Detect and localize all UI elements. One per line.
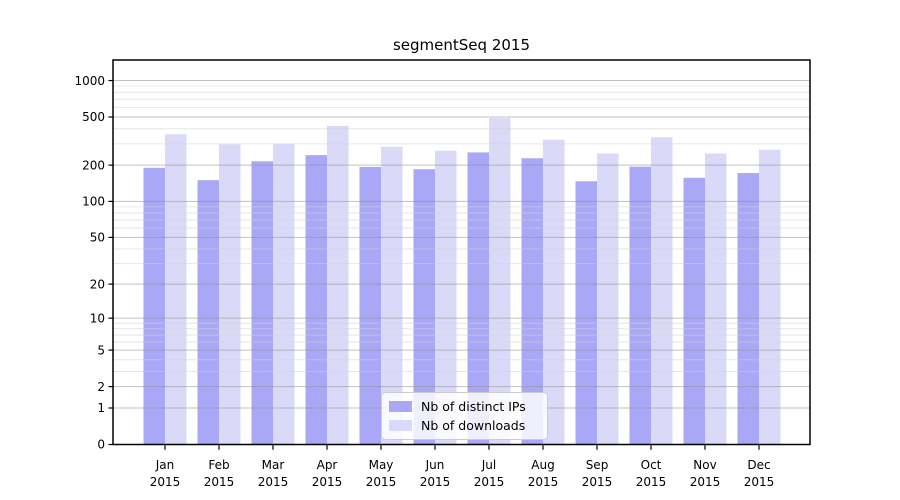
y-tick-label: 100 <box>82 195 105 209</box>
bar-distinct-ips-oct <box>629 166 651 445</box>
legend: Nb of distinct IPs Nb of downloads <box>381 392 548 440</box>
legend-swatch-distinct-ips <box>389 401 412 412</box>
x-tick-label-oct: Oct 2015 <box>636 458 667 489</box>
x-tick-label-jan: Jan 2015 <box>150 458 181 489</box>
bar-distinct-ips-mar <box>251 161 273 445</box>
bar-downloads-mar <box>273 143 295 445</box>
bar-distinct-ips-may <box>359 166 381 445</box>
bar-downloads-feb <box>219 144 241 445</box>
bar-distinct-ips-sep <box>575 181 597 445</box>
bar-downloads-may <box>381 146 403 445</box>
y-tick-label: 0 <box>97 438 105 452</box>
bar-distinct-ips-dec <box>737 173 759 445</box>
bar-distinct-ips-jun <box>413 169 435 445</box>
bar-distinct-ips-nov <box>683 177 705 445</box>
y-tick-label: 2 <box>97 380 105 394</box>
bar-downloads-dec <box>759 149 781 445</box>
x-tick-label-aug: Aug 2015 <box>528 458 559 489</box>
x-tick-label-jun: Jun 2015 <box>420 458 451 489</box>
bar-downloads-nov <box>705 153 727 445</box>
x-tick-label-dec: Dec 2015 <box>744 458 775 489</box>
bar-distinct-ips-apr <box>305 155 327 445</box>
bar-downloads-sep <box>597 153 619 445</box>
x-tick-label-may: May 2015 <box>366 458 397 489</box>
bar-downloads-jan <box>165 134 187 445</box>
bar-downloads-jul <box>489 118 511 445</box>
y-tick-label: 1000 <box>74 74 105 88</box>
bar-downloads-aug <box>543 139 565 445</box>
bar-distinct-ips-jan <box>143 167 165 445</box>
plot-border <box>112 59 811 446</box>
x-tick-label-nov: Nov 2015 <box>690 458 721 489</box>
legend-swatch-downloads <box>389 420 412 431</box>
y-tick-label: 20 <box>90 277 105 291</box>
bar-distinct-ips-aug <box>521 158 543 445</box>
bar-downloads-apr <box>327 125 349 445</box>
legend-label-downloads: Nb of downloads <box>421 418 526 433</box>
y-tick-label: 5 <box>97 343 105 357</box>
legend-label-distinct-ips: Nb of distinct IPs <box>421 399 526 414</box>
bar-downloads-oct <box>651 137 673 445</box>
legend-item-distinct-ips: Nb of distinct IPs <box>389 399 538 414</box>
bar-distinct-ips-feb <box>197 180 219 445</box>
y-tick-label: 500 <box>82 110 105 124</box>
y-tick-label: 50 <box>90 231 105 245</box>
x-tick-label-apr: Apr 2015 <box>312 458 343 489</box>
y-tick-label: 200 <box>82 158 105 172</box>
y-tick-label: 10 <box>90 311 105 325</box>
x-tick-label-mar: Mar 2015 <box>258 458 289 489</box>
x-tick-label-jul: Jul 2015 <box>474 458 505 489</box>
chart-title: segmentSeq 2015 <box>392 36 530 54</box>
legend-item-downloads: Nb of downloads <box>389 418 538 433</box>
y-tick-label: 1 <box>97 401 105 415</box>
x-tick-label-sep: Sep 2015 <box>582 458 613 489</box>
x-tick-label-feb: Feb 2015 <box>204 458 235 489</box>
